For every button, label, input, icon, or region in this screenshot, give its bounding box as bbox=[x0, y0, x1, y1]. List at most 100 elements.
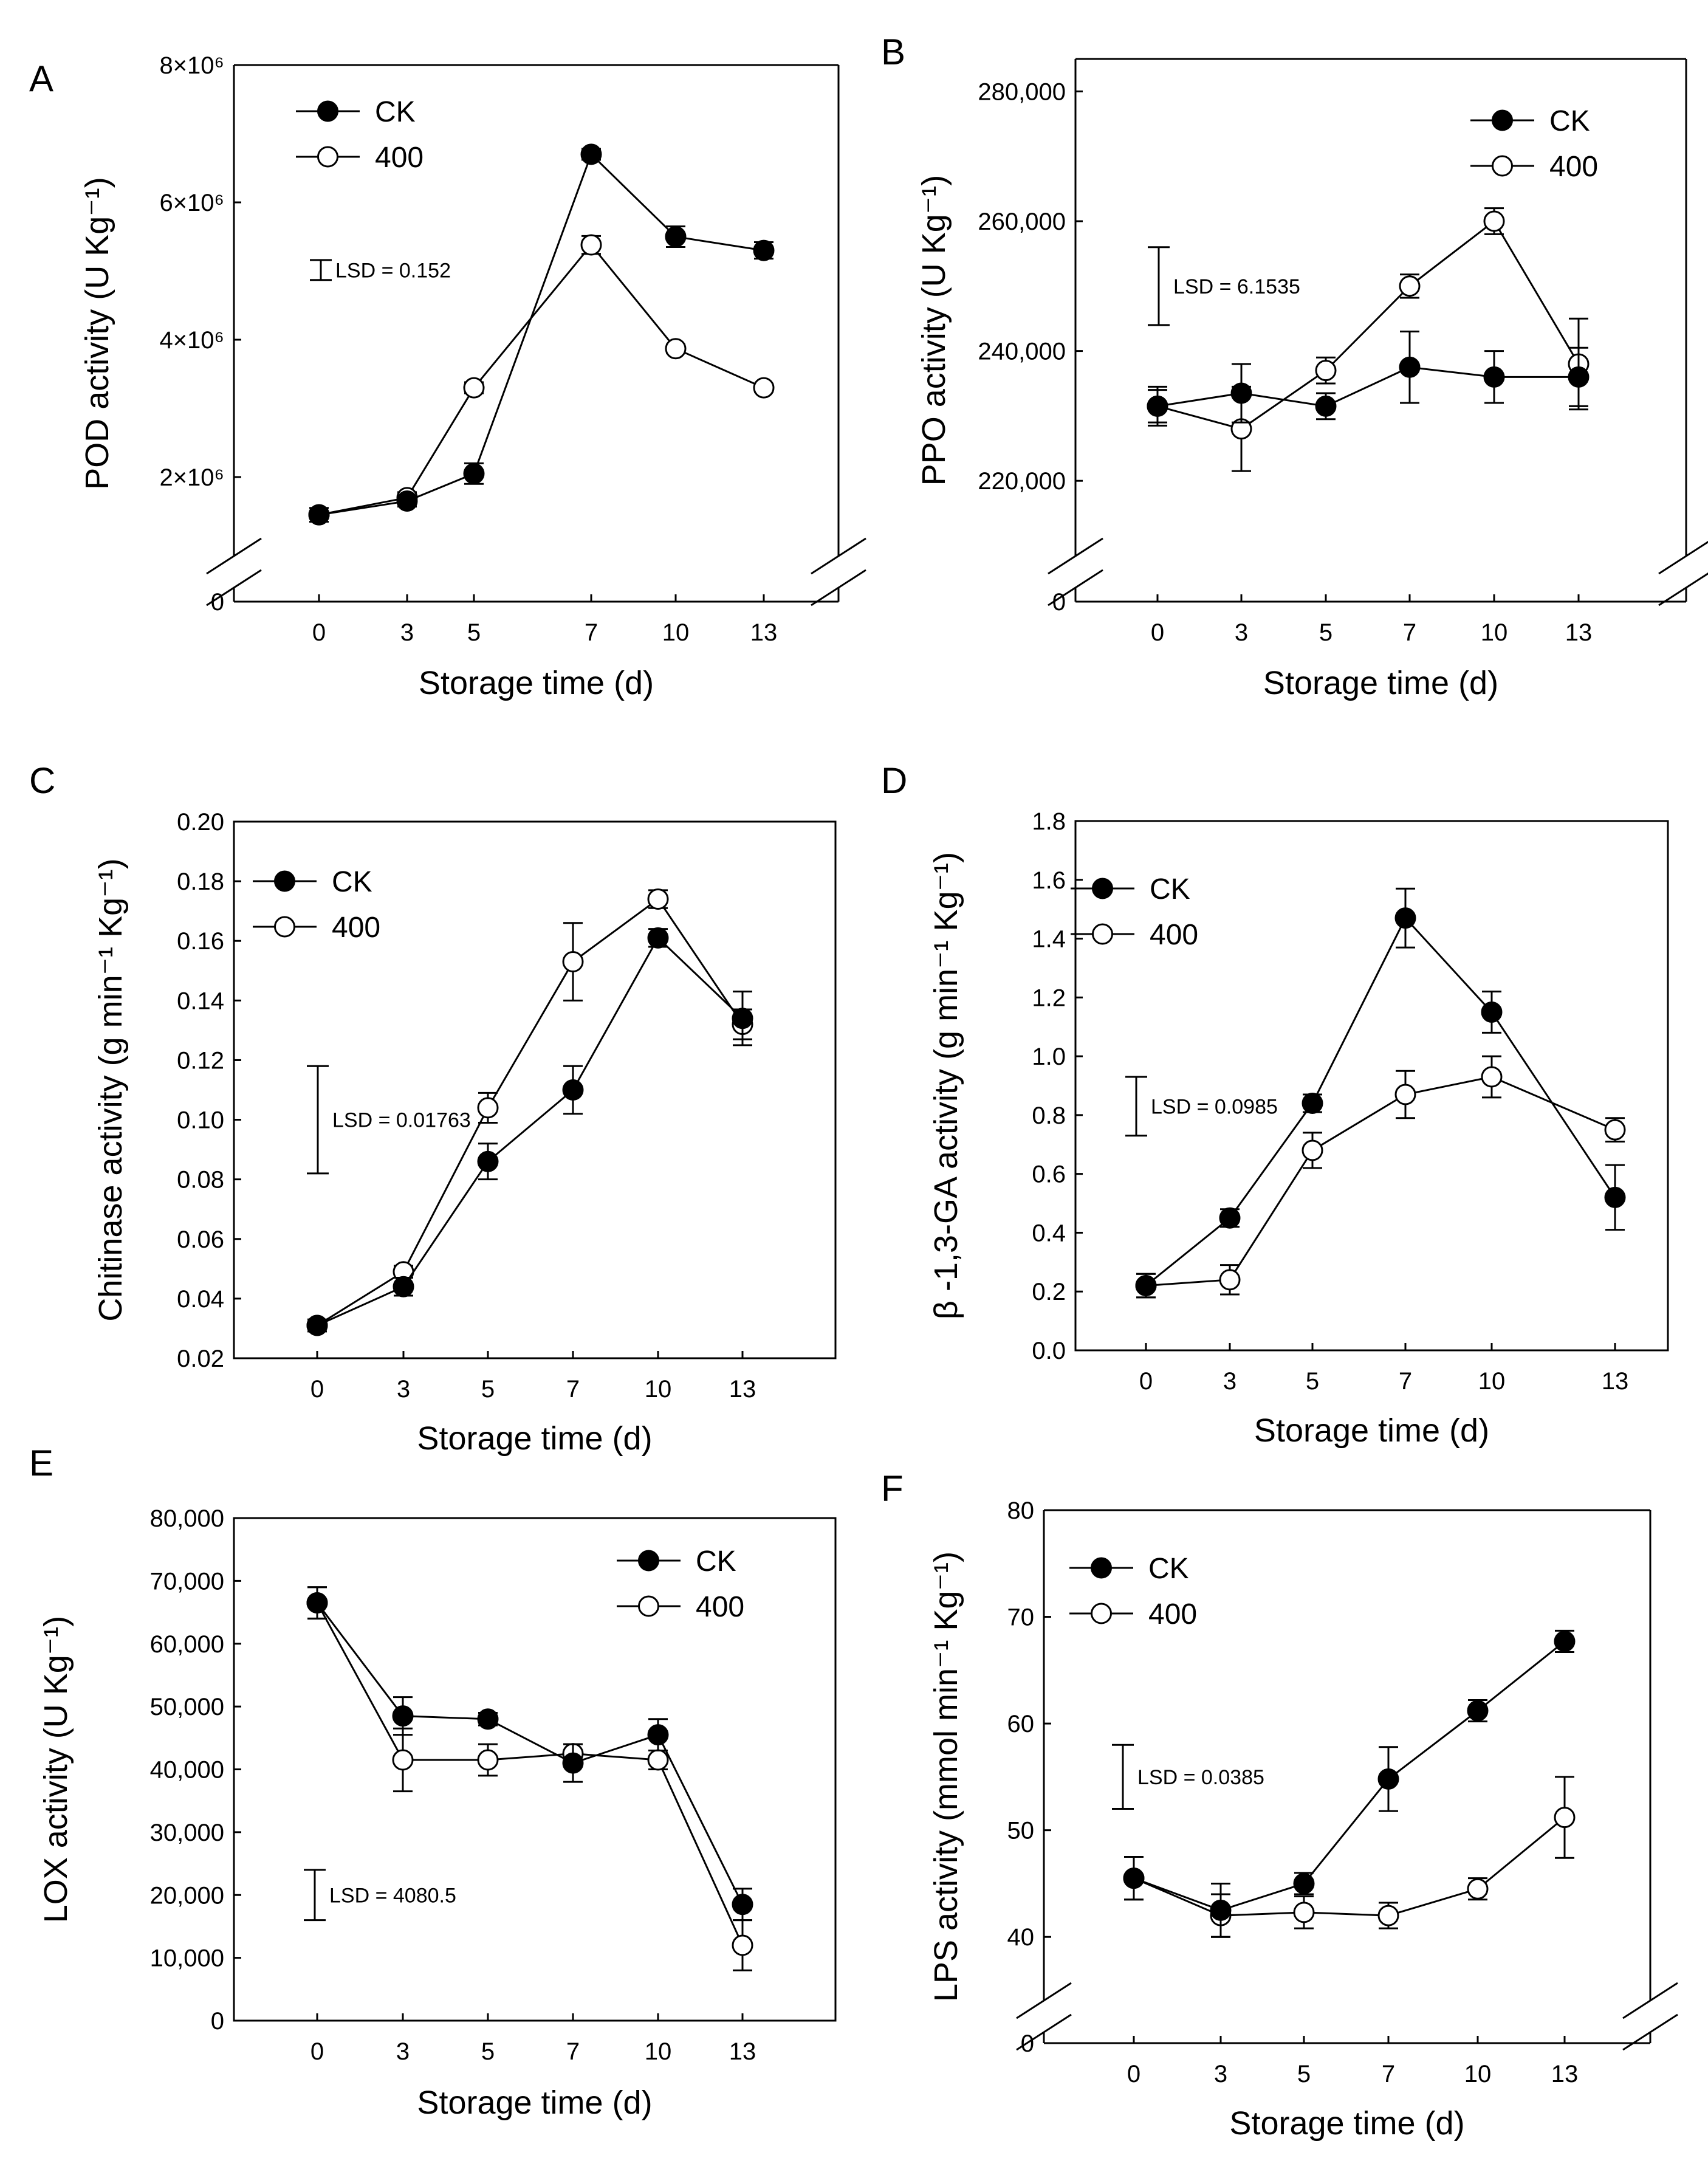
legend: CK 400 bbox=[1470, 105, 1598, 183]
data-point bbox=[732, 1894, 753, 1916]
x-tick-label: 3 bbox=[1214, 2061, 1227, 2087]
x-tick-label: 10 bbox=[645, 2038, 672, 2065]
data-point bbox=[1315, 395, 1337, 417]
y-tick-label: 50 bbox=[1007, 1818, 1035, 1844]
data-point bbox=[1394, 1084, 1416, 1105]
data-point bbox=[306, 1314, 328, 1336]
data-point bbox=[732, 1008, 753, 1029]
data-point bbox=[1147, 395, 1168, 417]
lsd-bar: LSD = 0.0985 bbox=[1125, 1076, 1278, 1137]
data-point bbox=[392, 1705, 414, 1727]
legend-marker bbox=[317, 100, 338, 122]
axis-break-mark bbox=[1658, 541, 1708, 575]
legend-marker bbox=[274, 916, 295, 938]
x-tick-label: 0 bbox=[310, 2038, 324, 2065]
axis-break-mark bbox=[1622, 1982, 1678, 2019]
legend-label: CK bbox=[1148, 1553, 1189, 1585]
data-point bbox=[1604, 1186, 1626, 1208]
data-point bbox=[1568, 366, 1590, 388]
axis-break-mark bbox=[811, 537, 866, 575]
lsd-label: LSD = 4080.5 bbox=[329, 1884, 456, 1907]
chart-panel-E: E010,00020,00030,00040,00050,00060,00070… bbox=[29, 1443, 837, 2121]
axis-break-mark bbox=[1048, 537, 1103, 575]
data-point bbox=[580, 143, 602, 165]
y-tick-label: 0.0 bbox=[1032, 1338, 1066, 1364]
lsd-bar: LSD = 0.152 bbox=[310, 259, 451, 282]
y-tick-label: 0 bbox=[211, 589, 224, 616]
panel-letter: E bbox=[29, 1443, 53, 1483]
x-tick-label: 5 bbox=[467, 619, 481, 646]
x-tick-label: 3 bbox=[400, 619, 414, 646]
y-tick-label: 0.16 bbox=[177, 928, 224, 955]
y-tick-label: 1.8 bbox=[1032, 808, 1066, 835]
lsd-label: LSD = 6.1535 bbox=[1173, 275, 1300, 298]
x-tick-label: 5 bbox=[1319, 619, 1332, 646]
x-tick-label: 5 bbox=[481, 1376, 495, 1403]
y-tick-label: 0 bbox=[1052, 589, 1066, 616]
y-axis-title: LPS activity (mmol min⁻¹ Kg⁻¹) bbox=[928, 1551, 964, 2002]
x-axis-title: Storage time (d) bbox=[417, 2084, 652, 2121]
data-point bbox=[1302, 1139, 1323, 1161]
axis-break-mark bbox=[1016, 2013, 1072, 2051]
lsd-label: LSD = 0.152 bbox=[335, 259, 451, 282]
series-400 bbox=[1135, 1055, 1626, 1299]
legend-marker bbox=[638, 1595, 659, 1617]
data-point bbox=[1481, 1002, 1503, 1023]
y-tick-label: 0.4 bbox=[1032, 1220, 1066, 1246]
y-tick-label: 0.8 bbox=[1032, 1102, 1066, 1129]
x-axis-title: Storage time (d) bbox=[419, 665, 654, 701]
data-point bbox=[1394, 907, 1416, 929]
data-point bbox=[562, 951, 584, 973]
x-tick-label: 13 bbox=[750, 619, 778, 646]
lsd-label: LSD = 0.0985 bbox=[1151, 1095, 1278, 1118]
legend: CK 400 bbox=[617, 1545, 744, 1623]
series-line bbox=[316, 1602, 744, 1905]
plot-frame bbox=[233, 820, 837, 1359]
axis-break-mark bbox=[206, 537, 262, 575]
x-tick-label: 3 bbox=[396, 2038, 410, 2065]
y-tick-label: 0.20 bbox=[177, 809, 224, 836]
data-point bbox=[665, 226, 687, 247]
y-tick-label: 0 bbox=[1021, 2030, 1034, 2057]
x-tick-label: 5 bbox=[481, 2038, 495, 2065]
y-tick-label: 4×10⁶ bbox=[159, 327, 224, 354]
data-point bbox=[580, 234, 602, 256]
data-point bbox=[477, 1708, 499, 1730]
y-tick-label: 0.06 bbox=[177, 1226, 224, 1253]
data-point bbox=[392, 1749, 414, 1771]
chart-panel-A: A 0 2×10⁶ 4×10⁶ 6×10⁶ 8×10⁶ 0 3 5 7 10 13 Storage ti… bbox=[29, 52, 866, 701]
legend-label: CK bbox=[375, 96, 416, 128]
y-tick-label: 80,000 bbox=[150, 1505, 224, 1532]
legend-label: CK bbox=[696, 1545, 736, 1578]
y-tick-label: 70,000 bbox=[150, 1568, 224, 1595]
data-point bbox=[1467, 1700, 1489, 1722]
legend-marker bbox=[1092, 923, 1113, 945]
y-tick-label: 20,000 bbox=[150, 1882, 224, 1909]
lsd-bar: LSD = 0.0385 bbox=[1112, 1744, 1264, 1810]
data-point bbox=[647, 1749, 669, 1771]
panel-letter: B bbox=[881, 32, 905, 72]
axis-break-mark bbox=[1658, 572, 1708, 606]
x-tick-label: 7 bbox=[566, 2038, 580, 2065]
x-axis-title: Storage time (d) bbox=[1263, 665, 1498, 701]
x-tick-label: 3 bbox=[1235, 619, 1248, 646]
legend-marker bbox=[1091, 1557, 1112, 1579]
data-point bbox=[562, 1752, 584, 1774]
x-tick-label: 10 bbox=[1478, 1368, 1506, 1395]
x-tick-label: 10 bbox=[1464, 2061, 1492, 2087]
legend-marker bbox=[1092, 878, 1113, 899]
data-point bbox=[1123, 1867, 1145, 1889]
data-point bbox=[477, 1097, 499, 1119]
y-tick-label: 220,000 bbox=[978, 468, 1066, 495]
data-point bbox=[1230, 382, 1252, 404]
axis-break-mark bbox=[1048, 569, 1103, 606]
series-400 bbox=[1147, 207, 1590, 472]
data-point bbox=[647, 1724, 669, 1746]
y-tick-label: 40 bbox=[1007, 1924, 1035, 1951]
x-tick-label: 3 bbox=[1223, 1368, 1236, 1395]
legend-label: CK bbox=[1150, 873, 1190, 905]
y-tick-label: 0.08 bbox=[177, 1167, 224, 1194]
legend: CK 400 bbox=[1069, 1553, 1197, 1630]
data-point bbox=[753, 377, 775, 399]
series-ck bbox=[1147, 331, 1590, 424]
